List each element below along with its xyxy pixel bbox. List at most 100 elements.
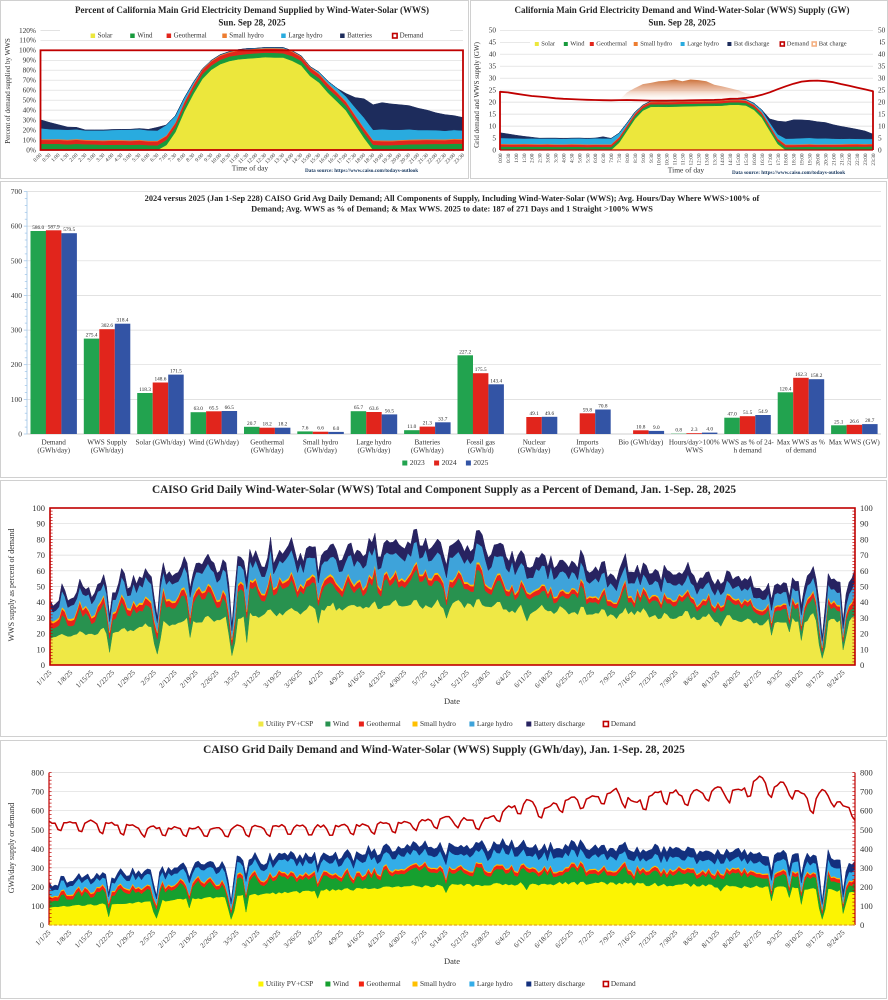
svg-text:Batteries: Batteries [415,439,441,447]
svg-text:5:30: 5:30 [131,152,142,163]
svg-text:302.6: 302.6 [101,323,113,329]
svg-text:(GWh/day): (GWh/day) [304,447,337,455]
svg-text:4/30/25: 4/30/25 [387,668,408,689]
svg-text:18.2: 18.2 [278,422,288,428]
svg-text:15: 15 [878,110,886,119]
svg-text:6/25/25: 6/25/25 [554,668,575,689]
svg-text:7:30: 7:30 [167,152,178,163]
svg-text:7/30/25: 7/30/25 [659,668,680,689]
svg-text:GWh/day supply or demand: GWh/day supply or demand [7,803,16,893]
svg-text:WWS Supply: WWS Supply [87,439,127,447]
svg-text:4/16/25: 4/16/25 [346,668,367,689]
svg-text:4/16/25: 4/16/25 [345,928,366,949]
svg-text:3/5/25: 3/5/25 [222,928,241,947]
svg-text:23:00: 23:00 [863,153,869,165]
svg-text:Data source: https://www.caiso: Data source: https://www.caiso.com/today… [305,168,418,174]
svg-text:56.5: 56.5 [385,408,395,414]
svg-text:800: 800 [31,768,44,778]
svg-text:6:30: 6:30 [601,153,607,163]
svg-text:Bio (GWh/day): Bio (GWh/day) [618,439,664,447]
svg-text:Small hydro: Small hydro [420,719,456,728]
svg-text:17:00: 17:00 [768,153,774,165]
svg-text:8:00: 8:00 [176,152,187,163]
svg-text:9/17/25: 9/17/25 [805,668,826,689]
svg-text:15:30: 15:30 [744,153,750,165]
svg-text:90: 90 [860,519,869,529]
svg-text:Small hydro: Small hydro [229,32,264,40]
svg-text:100: 100 [11,395,23,404]
svg-text:11:00: 11:00 [673,153,679,165]
svg-text:3/12/25: 3/12/25 [240,928,261,949]
svg-text:(GWh/day): (GWh/day) [571,447,604,455]
svg-text:3:30: 3:30 [554,153,560,163]
svg-text:5/14/25: 5/14/25 [428,928,449,949]
svg-text:Battery discharge: Battery discharge [534,979,585,988]
svg-text:(GWh/d): (GWh/d) [468,447,495,455]
svg-text:h demand: h demand [734,447,763,455]
svg-text:2/12/25: 2/12/25 [157,928,178,949]
svg-text:9:00: 9:00 [641,153,647,163]
svg-text:6/11/25: 6/11/25 [512,928,533,949]
svg-text:Grid demand and WWS supply (GW: Grid demand and WWS supply (GW) [473,41,481,147]
svg-text:1:30: 1:30 [522,153,528,163]
svg-text:0%: 0% [26,145,36,154]
svg-text:8:30: 8:30 [633,153,639,163]
svg-text:16:30: 16:30 [760,153,766,165]
svg-text:9/24/25: 9/24/25 [826,928,847,949]
svg-text:Date: Date [444,696,460,706]
svg-text:51.5: 51.5 [743,410,753,416]
svg-text:318.4: 318.4 [117,318,129,324]
svg-text:5/21/25: 5/21/25 [450,668,471,689]
svg-text:2/5/25: 2/5/25 [139,668,158,687]
svg-text:Geothermal: Geothermal [250,439,284,447]
svg-text:35: 35 [878,62,886,71]
svg-text:4/23/25: 4/23/25 [366,928,387,949]
svg-text:Wind (GWh/day): Wind (GWh/day) [189,439,240,447]
svg-text:2/26/25: 2/26/25 [199,668,220,689]
svg-text:2/19/25: 2/19/25 [178,928,199,949]
svg-text:8/27/25: 8/27/25 [742,928,763,949]
svg-text:25.1: 25.1 [834,419,844,425]
svg-text:50: 50 [37,582,46,592]
svg-text:0: 0 [878,145,882,154]
svg-text:Demand; Avg. WWS as % of Deman: Demand; Avg. WWS as % of Demand; & Max W… [251,205,653,214]
svg-text:Wind: Wind [570,41,585,48]
svg-text:40: 40 [878,50,886,59]
svg-text:0.8: 0.8 [675,428,682,434]
svg-text:4/2/25: 4/2/25 [306,928,325,947]
svg-text:21.3: 21.3 [423,421,433,427]
svg-text:2/5/25: 2/5/25 [138,928,157,947]
svg-text:5/7/25: 5/7/25 [410,928,429,947]
svg-text:54.9: 54.9 [758,409,768,415]
svg-text:California Main Grid Electrici: California Main Grid Electricity Demand … [515,5,850,15]
svg-text:200: 200 [31,882,44,892]
svg-text:1/8/25: 1/8/25 [55,928,74,947]
svg-text:11:30: 11:30 [681,153,687,165]
svg-text:0: 0 [860,920,864,930]
svg-text:10: 10 [37,644,46,654]
svg-text:171.5: 171.5 [170,369,182,375]
svg-text:Max WWS (GW): Max WWS (GW) [829,439,881,447]
svg-text:23:30: 23:30 [453,152,466,165]
svg-text:Utility PV+CSP: Utility PV+CSP [266,979,313,988]
svg-text:25: 25 [489,86,497,95]
svg-text:40: 40 [489,50,497,59]
svg-text:6.6: 6.6 [317,426,324,432]
svg-text:8/13/25: 8/13/25 [700,928,721,949]
svg-text:18:00: 18:00 [784,153,790,165]
svg-text:10:30: 10:30 [665,153,671,165]
svg-text:7/23/25: 7/23/25 [638,668,659,689]
svg-text:3:00: 3:00 [86,152,97,163]
svg-text:8/27/25: 8/27/25 [742,668,763,689]
svg-text:30: 30 [37,613,46,623]
svg-text:5:30: 5:30 [585,153,591,163]
svg-text:400: 400 [860,844,873,854]
svg-text:Sun. Sep 28, 2025: Sun. Sep 28, 2025 [218,18,286,28]
svg-text:700: 700 [11,187,23,196]
svg-text:587.9: 587.9 [48,224,60,230]
svg-text:WWS as % of 24-: WWS as % of 24- [721,439,774,447]
svg-text:19:30: 19:30 [808,153,814,165]
svg-text:Large hydro: Large hydro [356,439,392,447]
svg-text:Demand: Demand [787,41,810,48]
svg-text:17:30: 17:30 [776,153,782,165]
